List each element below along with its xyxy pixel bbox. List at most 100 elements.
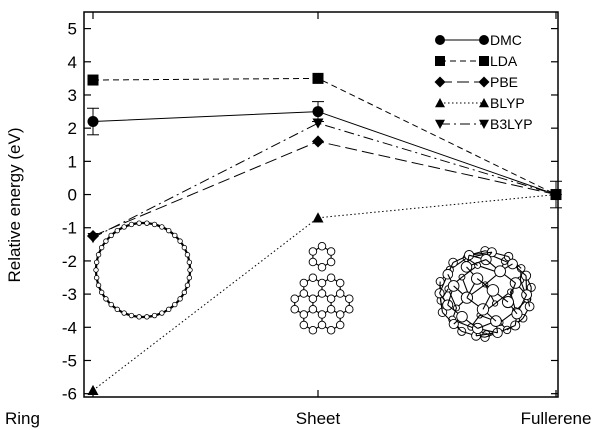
sheet-atom	[345, 305, 354, 314]
ring-atom	[128, 312, 135, 319]
legend-marker	[479, 35, 489, 45]
sheet-atom	[317, 310, 327, 319]
y-tick-label: 4	[68, 53, 77, 72]
legend-marker	[435, 35, 445, 45]
ring-atom	[121, 310, 127, 316]
data-point	[312, 106, 324, 118]
ring-atom	[136, 220, 142, 226]
data-point	[311, 135, 325, 148]
legend-item-lda: LDA	[435, 53, 518, 69]
sheet-atom	[299, 289, 309, 298]
ring-atom	[98, 244, 105, 251]
legend-marker	[434, 76, 446, 88]
legend-marker	[435, 98, 445, 108]
sheet-atom	[335, 310, 345, 319]
legend-item-b3lyp: B3LYP	[435, 116, 533, 132]
legend-item-blyp: BLYP	[435, 95, 525, 111]
ring-atom	[103, 296, 109, 302]
series-line	[92, 122, 557, 239]
legend-marker	[479, 98, 489, 108]
data-point	[87, 233, 99, 244]
y-tick-label: 5	[68, 20, 77, 39]
ring-atom	[177, 238, 183, 244]
sheet-atom	[326, 257, 336, 267]
sheet-atom	[335, 289, 345, 298]
ring-atom	[181, 289, 188, 296]
fullerene-atom	[442, 268, 454, 280]
sheet-atom	[308, 305, 318, 314]
legend-item-pbe: PBE	[434, 74, 518, 90]
legend-label: BLYP	[490, 95, 525, 111]
legend: DMC LDA PBE BLYP B3LYP	[434, 32, 533, 132]
ring-atom	[108, 301, 114, 308]
sheet-atom	[317, 278, 327, 288]
ring-atom	[108, 232, 114, 239]
data-point	[87, 384, 99, 396]
y-tick-label: -6	[62, 385, 77, 404]
ring-atom	[136, 314, 142, 320]
sheet-atom	[326, 294, 336, 304]
ring-atom	[177, 296, 183, 302]
legend-item-dmc: DMC	[435, 32, 522, 48]
series-lda	[87, 72, 562, 201]
y-tick-label: -2	[62, 252, 77, 271]
sheet-atom	[345, 294, 354, 304]
ring-atom	[93, 259, 100, 265]
legend-label: B3LYP	[490, 116, 533, 132]
ring-atom	[114, 227, 120, 234]
x-tick-label: Sheet	[296, 409, 341, 428]
sheet-atom	[317, 289, 327, 298]
ring-atom	[186, 259, 193, 265]
sheet-atom	[317, 263, 327, 272]
y-tick-label: 2	[68, 119, 77, 138]
y-tick-label: 3	[68, 86, 77, 105]
ring-atom	[166, 227, 172, 234]
axes: -6 -5 -4 -3 -2 -1 0 1 2 3 4 5 Ring Sheet Fullerene	[5, 12, 591, 428]
legend-label: DMC	[490, 32, 522, 48]
fullerene-structure	[434, 246, 536, 342]
ring-atom	[114, 306, 120, 313]
sheet-atom	[308, 247, 318, 256]
ring-atom	[181, 244, 188, 251]
y-tick-label: 1	[68, 152, 77, 171]
ring-atom	[187, 267, 193, 273]
ring-atom	[151, 312, 158, 319]
ring-atom	[103, 238, 109, 244]
ring-atom	[144, 220, 150, 226]
ring-atom	[98, 289, 105, 296]
sheet-atom	[326, 247, 336, 256]
series-line	[92, 140, 557, 237]
y-tick-label: -4	[62, 318, 77, 337]
sheet-atom	[290, 305, 299, 314]
series-dmc	[87, 101, 562, 209]
y-tick-label: -5	[62, 351, 77, 370]
ring-atom	[95, 252, 102, 258]
data-point	[312, 212, 324, 223]
sheet-atom	[308, 326, 318, 335]
ring-atom	[151, 221, 158, 228]
sheet-atom	[308, 294, 318, 304]
x-tick-label: Fullerene	[521, 409, 592, 428]
ring-atom	[172, 301, 178, 308]
ring-atom	[172, 232, 178, 239]
ring-atom	[144, 314, 150, 320]
legend-marker	[478, 76, 490, 88]
sheet-atom	[326, 326, 336, 335]
fullerene-atom	[486, 284, 500, 297]
sheet-atom	[335, 320, 345, 330]
sheet-atom	[326, 273, 336, 283]
sheet-atom	[308, 257, 318, 267]
ring-atom	[166, 306, 172, 313]
x-tick-label: Ring	[5, 409, 40, 428]
series-b3lyp	[87, 118, 562, 244]
ring-atom	[159, 224, 165, 230]
y-tick-label: -1	[62, 219, 77, 238]
ring-atom	[95, 282, 102, 288]
data-point	[87, 116, 99, 128]
structure-insets	[93, 220, 536, 342]
data-point	[87, 74, 99, 86]
sheet-atom	[317, 241, 327, 251]
legend-label: LDA	[490, 53, 518, 69]
sheet-structure	[290, 241, 354, 335]
legend-label: PBE	[490, 74, 518, 90]
